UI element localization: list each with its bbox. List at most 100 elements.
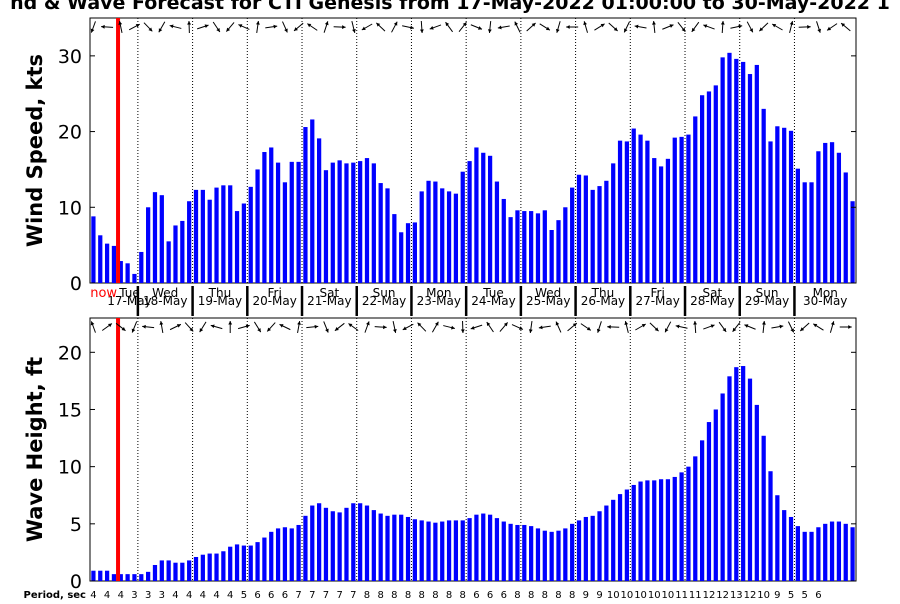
wind-bar xyxy=(399,232,403,283)
wind-bar xyxy=(105,244,109,283)
wind-bar xyxy=(454,194,458,283)
wind-bar xyxy=(447,191,451,283)
wave-direction-arrow xyxy=(607,325,619,329)
wind-bar xyxy=(693,116,697,283)
period-value: 8 xyxy=(528,590,534,600)
wind-direction-arrow xyxy=(144,23,152,32)
period-value: 10 xyxy=(607,590,620,600)
wave-bar xyxy=(577,520,581,581)
wind-bar xyxy=(112,246,116,283)
wave-direction-arrow xyxy=(132,321,137,332)
wave-bar xyxy=(727,376,731,581)
wind-bar xyxy=(850,201,854,283)
wind-direction-arrow xyxy=(790,21,794,33)
wave-direction-arrow xyxy=(539,325,551,329)
period-value: 8 xyxy=(364,590,370,600)
period-value: 6 xyxy=(282,590,288,600)
wave-bar xyxy=(358,503,362,581)
wave-bar xyxy=(440,522,444,581)
wave-bar xyxy=(310,506,314,581)
wind-direction-arrow xyxy=(265,25,277,29)
wind-bar xyxy=(255,169,259,283)
wave-direction-arrow xyxy=(788,322,793,333)
wind-y-axis-label: Wind Speed, kts xyxy=(23,54,47,247)
wave-direction-arrow xyxy=(813,324,823,330)
wind-bar xyxy=(768,141,772,283)
day-date-label: 29-May xyxy=(745,294,789,308)
wind-direction-arrow xyxy=(759,23,768,31)
day-date-label: 18-May xyxy=(143,294,187,308)
wave-direction-arrow xyxy=(635,324,645,330)
wave-bar xyxy=(467,518,471,581)
wave-y-tick-label: 15 xyxy=(58,399,82,421)
period-value: 6 xyxy=(268,590,274,600)
day-date-label: 21-May xyxy=(307,294,351,308)
wind-direction-arrow xyxy=(129,24,140,30)
wind-bar xyxy=(433,182,437,283)
wave-y-axis-label: Wave Height, ft xyxy=(23,357,47,542)
wind-bar xyxy=(214,188,218,283)
wave-direction-arrow xyxy=(432,322,438,332)
wind-bar xyxy=(467,161,471,283)
wind-bar xyxy=(385,188,389,283)
period-label: Period, sec xyxy=(24,590,87,600)
wave-direction-arrow xyxy=(142,325,154,329)
wind-direction-arrow xyxy=(282,22,287,33)
wave-bar xyxy=(283,527,287,581)
period-value: 8 xyxy=(460,590,466,600)
period-value: 6 xyxy=(473,590,479,600)
wave-bar xyxy=(809,532,813,581)
wind-bar xyxy=(741,62,745,283)
wave-bar xyxy=(146,572,150,581)
period-value: 11 xyxy=(689,590,702,600)
wind-bar xyxy=(789,131,793,283)
wave-bar xyxy=(344,508,348,581)
wind-bar xyxy=(331,163,335,283)
wind-bar xyxy=(816,151,820,283)
wave-direction-arrow xyxy=(500,322,508,331)
period-value: 4 xyxy=(90,590,96,600)
wind-bar xyxy=(659,166,663,283)
wave-bar xyxy=(296,525,300,581)
wind-bar xyxy=(591,190,595,283)
wave-bar xyxy=(249,546,253,581)
wind-direction-arrow xyxy=(170,25,182,29)
wind-direction-arrow xyxy=(624,22,629,33)
wind-direction-arrow xyxy=(703,24,714,29)
wind-bar xyxy=(666,159,670,283)
wave-direction-arrow xyxy=(556,322,561,333)
period-value: 9 xyxy=(583,590,589,600)
period-value: 4 xyxy=(186,590,192,600)
wind-bar xyxy=(652,158,656,283)
wave-direction-arrow xyxy=(297,321,301,333)
wind-bar xyxy=(187,201,191,283)
wind-direction-arrow xyxy=(817,21,821,32)
wave-bar xyxy=(816,527,820,581)
wave-bar xyxy=(139,574,143,581)
wave-bar xyxy=(782,510,786,581)
wind-bar xyxy=(775,126,779,283)
wave-bar xyxy=(755,405,759,581)
wind-bar xyxy=(809,182,813,283)
wind-bar xyxy=(160,195,164,283)
wind-direction-arrow xyxy=(187,21,191,33)
period-value: 9 xyxy=(774,590,780,600)
wind-bar xyxy=(734,59,738,283)
wind-bar xyxy=(570,188,574,283)
wave-direction-arrow xyxy=(185,323,193,332)
wave-bar xyxy=(105,571,109,581)
wave-bar xyxy=(406,517,410,581)
wind-bar xyxy=(228,185,232,283)
wind-direction-arrow xyxy=(635,25,647,29)
wave-bar xyxy=(700,440,704,581)
wave-bar xyxy=(584,517,588,581)
wave-direction-arrow xyxy=(267,323,275,332)
day-date-label: 30-May xyxy=(803,294,847,308)
wave-bar xyxy=(789,517,793,581)
wind-bar xyxy=(536,213,540,283)
wind-bar xyxy=(180,221,184,283)
day-date-label: 25-May xyxy=(526,294,570,308)
wave-direction-arrow xyxy=(375,325,387,329)
